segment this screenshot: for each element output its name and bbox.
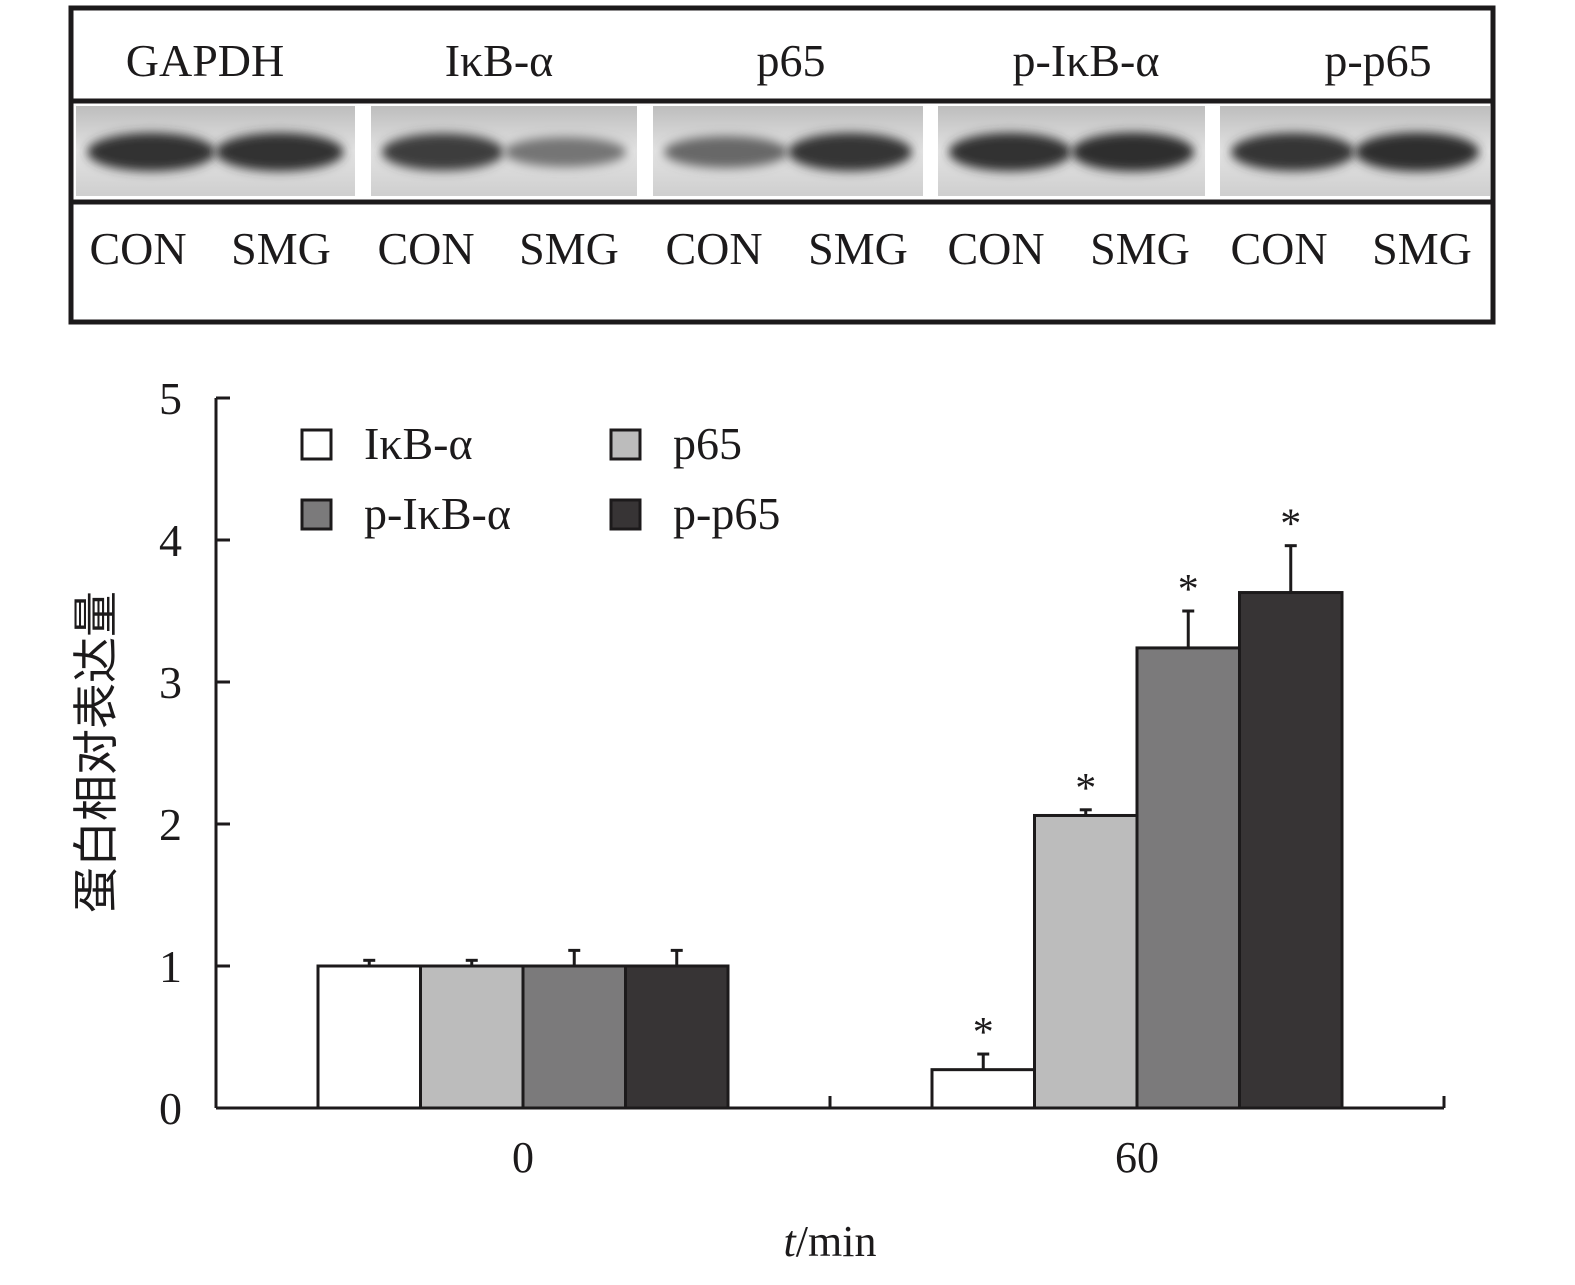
blot-band [663,136,789,168]
bar [316,964,422,1110]
significance-marker: * [973,1010,994,1056]
x-axis-label-variable: t [784,1217,798,1266]
bar [930,1068,1036,1110]
blot-band [215,132,344,172]
y-tick-label: 2 [159,799,182,850]
x-tick-label: 0 [512,1133,534,1182]
x-axis-label: t/min [784,1217,877,1266]
legend-label: IκB-α [364,418,473,469]
bar [1238,591,1344,1110]
blot-protein-label: p-IκB-α [1013,35,1160,86]
y-tick-label: 0 [159,1083,182,1134]
legend-swatch [609,428,642,461]
blot-lane-label: CON [665,223,762,274]
bar [419,964,525,1110]
y-tick-label: 4 [159,515,182,566]
bar [521,964,627,1110]
bar [624,964,730,1110]
blot-band [788,132,913,172]
significance-marker: * [1178,567,1199,613]
western-blot-panel: GAPDH IκB-α p65 p-IκB-α p-p65 CON SMG CON SMG CO… [68,5,1496,325]
y-tick-label: 1 [159,941,182,992]
significance-marker: * [1280,502,1301,548]
blot-protein-label: IκB-α [445,35,554,86]
bar [1135,646,1241,1110]
blot-band [1230,132,1355,172]
legend-label: p-IκB-α [364,488,511,539]
blot-band [1355,132,1480,172]
blot-protein-label: p65 [757,35,826,86]
blot-lane-label: SMG [1372,223,1472,274]
legend-label: p65 [673,418,742,469]
blot-band [948,132,1072,172]
blot-lane-label: CON [1230,223,1327,274]
blot-lane-label: SMG [519,223,619,274]
bar-chart: 蛋白相对表达量 0 1 2 3 4 5 0 60 * * * * IκB-α p65 p-IκB-α p-… [71,373,1446,1266]
blot-band [87,132,216,172]
blot-band [1071,132,1195,172]
legend-swatch [300,498,333,531]
blot-band [381,133,504,171]
blot-lane-label: SMG [231,223,331,274]
significance-marker: * [1075,766,1096,812]
y-axis-label: 蛋白相对表达量 [71,591,122,913]
blot-protein-label: GAPDH [126,35,284,86]
legend-swatch [609,498,642,531]
blot-lane-label: CON [89,223,186,274]
legend-swatch [300,428,333,461]
blot-lane-label: SMG [1090,223,1190,274]
blot-lane-label: CON [947,223,1044,274]
x-axis-label-unit: /min [796,1217,877,1266]
bar [1033,813,1139,1110]
blot-band [504,136,627,168]
blot-frame [68,5,1496,325]
blot-protein-label: p-p65 [1324,35,1431,86]
y-tick-label: 3 [159,657,182,708]
y-tick-label: 5 [159,373,182,424]
blot-lane-label: CON [377,223,474,274]
blot-lane-label: SMG [808,223,908,274]
x-tick-label: 60 [1115,1133,1159,1182]
legend-label: p-p65 [673,488,780,539]
